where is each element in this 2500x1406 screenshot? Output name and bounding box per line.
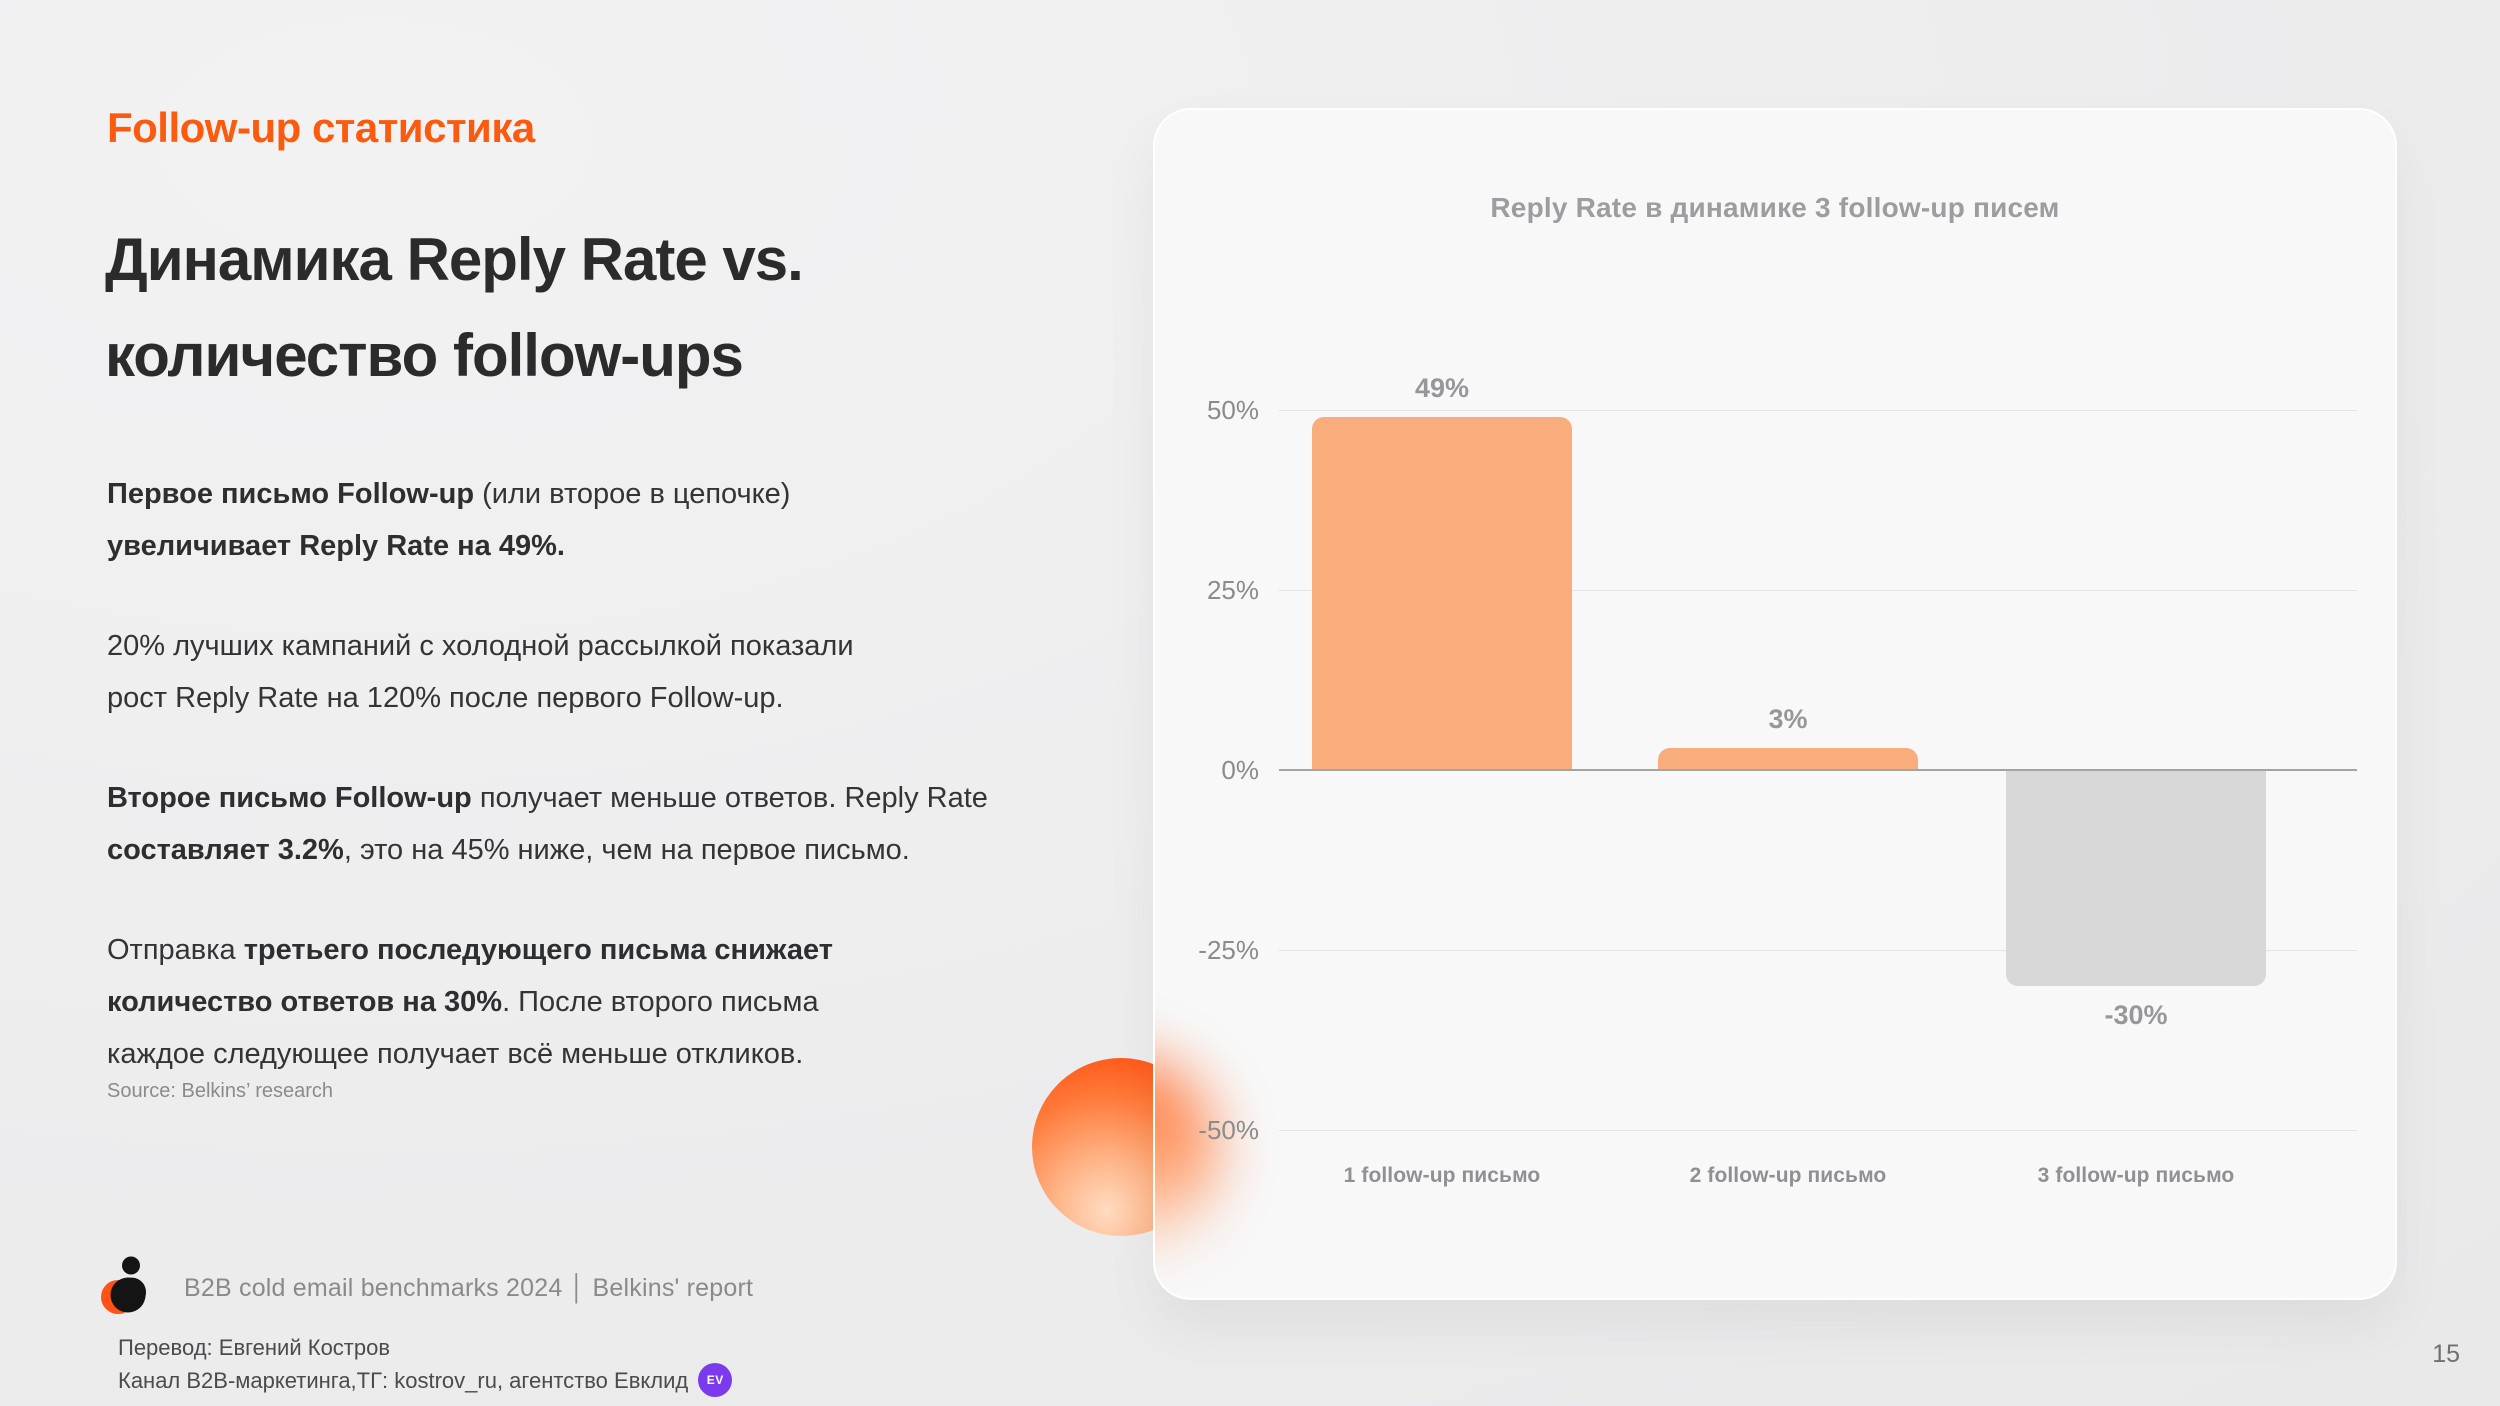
gridline	[1279, 410, 2357, 411]
translator-credit: Перевод: Евгений Костров	[118, 1335, 391, 1360]
channel-credit-row: Канал B2B-маркетинга,ТГ: kostrov_ru, аге…	[118, 1363, 733, 1397]
chart-title: Reply Rate в динамике 3 follow-up писем	[1490, 192, 2060, 223]
section-label: Follow-up статистика	[107, 104, 535, 151]
plain-text: 20% лучших кампаний с холодной рассылкой…	[107, 630, 854, 662]
plain-text: . После второго письма	[502, 986, 819, 1018]
body-paragraph: Второе письмо Follow-up получает меньше …	[107, 772, 1197, 876]
emphasized-text: Первое письмо Follow-up	[107, 478, 475, 510]
plain-text: каждое следующее получает всё меньше отк…	[107, 1038, 804, 1070]
y-axis-tick-label: 50%	[1206, 395, 1259, 425]
gridline	[1279, 950, 2357, 951]
emphasized-text: составляет 3.2%	[107, 834, 344, 866]
credits: Перевод: Евгений Костров Канал B2B-марке…	[118, 1332, 733, 1397]
page-title-line-1: Динамика Reply Rate vs.	[105, 226, 804, 293]
ev-agency-badge-icon: EV	[698, 1363, 733, 1397]
bar	[2006, 770, 2266, 986]
plain-text: (или второе в цепочке)	[474, 478, 791, 510]
body-paragraph: Первое письмо Follow-up (или второе в це…	[107, 468, 1197, 572]
y-axis-tick-label: 0%	[1221, 755, 1259, 785]
body-paragraphs: Первое письмо Follow-up (или второе в це…	[107, 468, 1197, 1128]
bar	[1658, 748, 1918, 770]
emphasized-text: увеличивает Reply Rate на 49%.	[107, 530, 565, 562]
bar-value-label: 3%	[1768, 704, 1808, 735]
x-axis-tick-label: 3 follow-up письмо	[2037, 1164, 2235, 1187]
gridline	[1279, 590, 2357, 591]
brand-row: B2B cold email benchmarks 2024 │ Belkins…	[100, 1256, 753, 1320]
page-title: Динамика Reply Rate vs. количество follo…	[105, 212, 1205, 404]
plain-text: , это на 45% ниже, чем на первое письмо.	[343, 834, 910, 866]
chart-card: Reply Rate в динамике 3 follow-up писем …	[1153, 108, 2397, 1300]
channel-credit: Канал B2B-маркетинга,ТГ: kostrov_ru, аге…	[118, 1367, 689, 1393]
emphasized-text: третьего последующего письма снижает	[243, 934, 833, 966]
emphasized-text: количество ответов на 30%	[107, 986, 503, 1018]
bar	[1312, 417, 1572, 770]
page-title-line-2: количество follow-ups	[105, 322, 744, 389]
report-label: B2B cold email benchmarks 2024 │ Belkins…	[184, 1273, 754, 1302]
belkins-mark-icon	[101, 1256, 146, 1314]
bar-value-label: -30%	[2104, 1000, 2168, 1030]
y-axis-tick-label: -50%	[1198, 1115, 1259, 1145]
decorative-orange-circle-blurred	[1155, 1060, 1212, 1238]
page-number: 15	[2432, 1340, 2460, 1368]
x-axis-line	[1279, 769, 2357, 771]
plain-text: Отправка	[107, 934, 244, 966]
x-axis-tick-label: 2 follow-up письмо	[1689, 1164, 1887, 1187]
y-axis-tick-label: 25%	[1206, 575, 1259, 605]
plain-text: получает меньше ответов. Reply Rate	[471, 782, 988, 814]
gridline	[1279, 1130, 2357, 1131]
emphasized-text: Второе письмо Follow-up	[107, 782, 472, 814]
source-note: Source: Belkins’ research	[107, 1080, 334, 1102]
body-paragraph: Отправка третьего последующего письма сн…	[107, 924, 1197, 1080]
body-paragraph: 20% лучших кампаний с холодной рассылкой…	[107, 620, 1197, 724]
x-axis-tick-label: 1 follow-up письмо	[1343, 1164, 1541, 1187]
plain-text: рост Reply Rate на 120% после первого Fo…	[107, 682, 784, 714]
y-axis-tick-label: -25%	[1198, 935, 1259, 965]
bar-value-label: 49%	[1414, 373, 1470, 404]
